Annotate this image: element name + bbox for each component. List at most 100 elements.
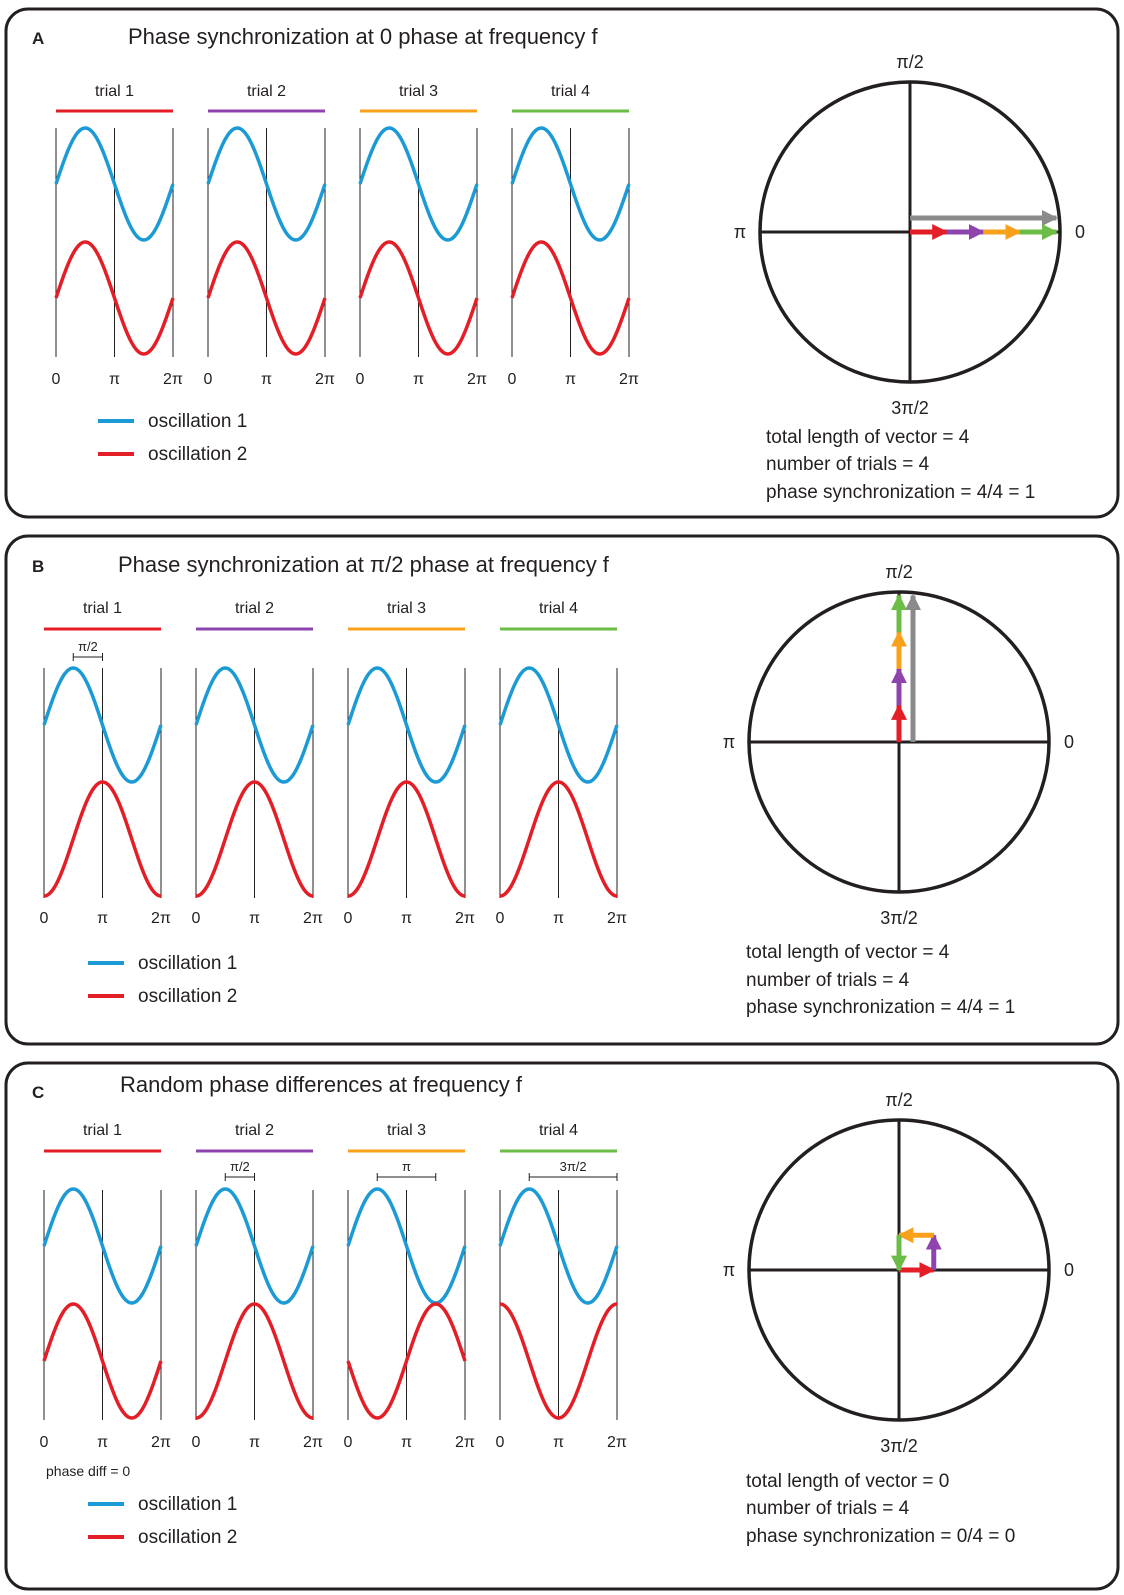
stats-line: number of trials = 4 (746, 1498, 910, 1519)
x-tick-label: π (413, 371, 424, 388)
oscillation-1-wave (510, 126, 631, 242)
legend-label: oscillation 2 (138, 1527, 237, 1548)
x-tick-label: π (261, 371, 272, 388)
panel-b: B Phase synchronization at π/2 phase at f… (4, 534, 1120, 1046)
stats-line: phase synchronization = 4/4 = 1 (746, 997, 1015, 1018)
x-tick-label: π (249, 910, 260, 927)
legend-item: oscillation 1 (88, 953, 237, 974)
panel-frame (4, 7, 1120, 519)
oscillation-1-wave (54, 126, 175, 242)
legend-item: oscillation 1 (98, 411, 247, 432)
trial-3: trial 3 0 π 2π (356, 83, 487, 388)
panel-title: Random phase differences at frequency f (120, 1072, 523, 1097)
x-tick-label: π (553, 1434, 564, 1451)
oscillation-1-wave (194, 1187, 315, 1305)
panel-letter: B (32, 557, 44, 576)
polar-label-bottom: 3π/2 (880, 908, 917, 928)
phase-diff-label: π/2 (230, 1159, 250, 1174)
stats-line: total length of vector = 0 (746, 1471, 949, 1492)
x-tick-label: 0 (52, 371, 61, 388)
x-tick-label: 2π (315, 371, 335, 388)
stats-line: total length of vector = 4 (746, 942, 950, 963)
x-tick-label: π (401, 1434, 412, 1451)
oscillation-2-wave (43, 780, 162, 898)
x-tick-label: 0 (508, 371, 517, 388)
x-tick-label: 0 (344, 1434, 353, 1451)
trial-label: trial 4 (539, 600, 578, 617)
panel-frame (4, 534, 1120, 1046)
panel-title: Phase synchronization at 0 phase at freq… (128, 24, 599, 49)
oscillation-1-wave (42, 1187, 163, 1305)
legend-item: oscillation 2 (88, 1527, 237, 1548)
x-tick-label: 2π (151, 910, 171, 927)
oscillation-1-wave (346, 666, 467, 784)
legend-label: oscillation 1 (138, 1494, 237, 1515)
trial-4: trial 4 0 π 2π (508, 83, 639, 388)
x-tick-label: 0 (344, 910, 353, 927)
polar-label-bottom: 3π/2 (880, 1436, 917, 1456)
trial-4: trial 4 3π/2 0 π 2π (496, 1122, 627, 1451)
x-tick-label: π (401, 910, 412, 927)
oscillation-2-wave (510, 240, 631, 356)
trial-2: trial 2 0 π 2π (204, 83, 335, 388)
oscillation-2-wave (195, 780, 314, 898)
oscillation-2-wave (347, 780, 466, 898)
panel-a: A Phase synchronization at 0 phase at fre… (4, 7, 1120, 519)
panel-letter: C (32, 1083, 44, 1102)
x-tick-label: 2π (619, 371, 639, 388)
polar-label-bottom: 3π/2 (891, 398, 928, 418)
legend-label: oscillation 1 (148, 411, 247, 432)
x-tick-label: 0 (204, 371, 213, 388)
phase-diff-label: 3π/2 (560, 1159, 587, 1174)
polar-label-top: π/2 (885, 1090, 912, 1110)
phase-diff-bracket: π/2 (224, 1159, 255, 1181)
polar-plot: π/2 3π/2 π 0 (734, 52, 1085, 418)
oscillation-1-wave (358, 126, 479, 242)
oscillation-2-wave (42, 1302, 163, 1420)
stats-line: phase synchronization = 0/4 = 0 (746, 1526, 1015, 1547)
trial-label: trial 1 (95, 83, 134, 100)
x-tick-label: π (97, 910, 108, 927)
phase-diff-bracket: 3π/2 (528, 1159, 618, 1181)
polar-label-right: 0 (1075, 222, 1085, 242)
x-tick-label: 0 (496, 1434, 505, 1451)
x-tick-label: 0 (356, 371, 365, 388)
trial-3: trial 3 π 0 π 2π (344, 1122, 475, 1451)
oscillation-1-wave (206, 126, 327, 242)
trial-label: trial 3 (387, 600, 426, 617)
polar-label-left: π (723, 732, 735, 752)
trial-label: trial 1 (83, 1122, 122, 1139)
panel-title: Phase synchronization at π/2 phase at fr… (118, 552, 610, 577)
x-tick-label: 2π (303, 910, 323, 927)
panel-letter: A (32, 29, 44, 48)
oscillation-2-wave (358, 240, 479, 356)
x-tick-label: 0 (40, 1434, 49, 1451)
oscillation-1-wave (346, 1187, 467, 1305)
polar-label-left: π (734, 222, 746, 242)
x-tick-label: 2π (303, 1434, 323, 1451)
phase-diff-bracket: π/2 (72, 639, 103, 661)
trial-1: trial 1 0 π 2π (52, 83, 183, 388)
panel-frame (4, 1061, 1120, 1591)
trial-label: trial 4 (551, 83, 590, 100)
phase-diff-note: phase diff = 0 (46, 1463, 130, 1479)
legend-label: oscillation 1 (138, 953, 237, 974)
x-tick-label: 2π (151, 1434, 171, 1451)
trial-label: trial 4 (539, 1122, 578, 1139)
polar-label-right: 0 (1064, 732, 1074, 752)
oscillation-1-wave (194, 666, 315, 784)
x-tick-label: 0 (192, 910, 201, 927)
trial-label: trial 3 (399, 83, 438, 100)
x-tick-label: π (109, 371, 120, 388)
oscillation-2-wave (206, 240, 327, 356)
x-tick-label: π (97, 1434, 108, 1451)
oscillation-2-wave (195, 1302, 314, 1420)
stats-line: total length of vector = 4 (766, 427, 970, 448)
x-tick-label: 2π (607, 1434, 627, 1451)
trial-2: trial 2 0 π 2π (192, 600, 323, 927)
trial-label: trial 1 (83, 600, 122, 617)
x-tick-label: 2π (467, 371, 487, 388)
x-tick-label: 2π (163, 371, 183, 388)
trial-1: trial 1 π/2 0 π 2π (40, 600, 171, 927)
